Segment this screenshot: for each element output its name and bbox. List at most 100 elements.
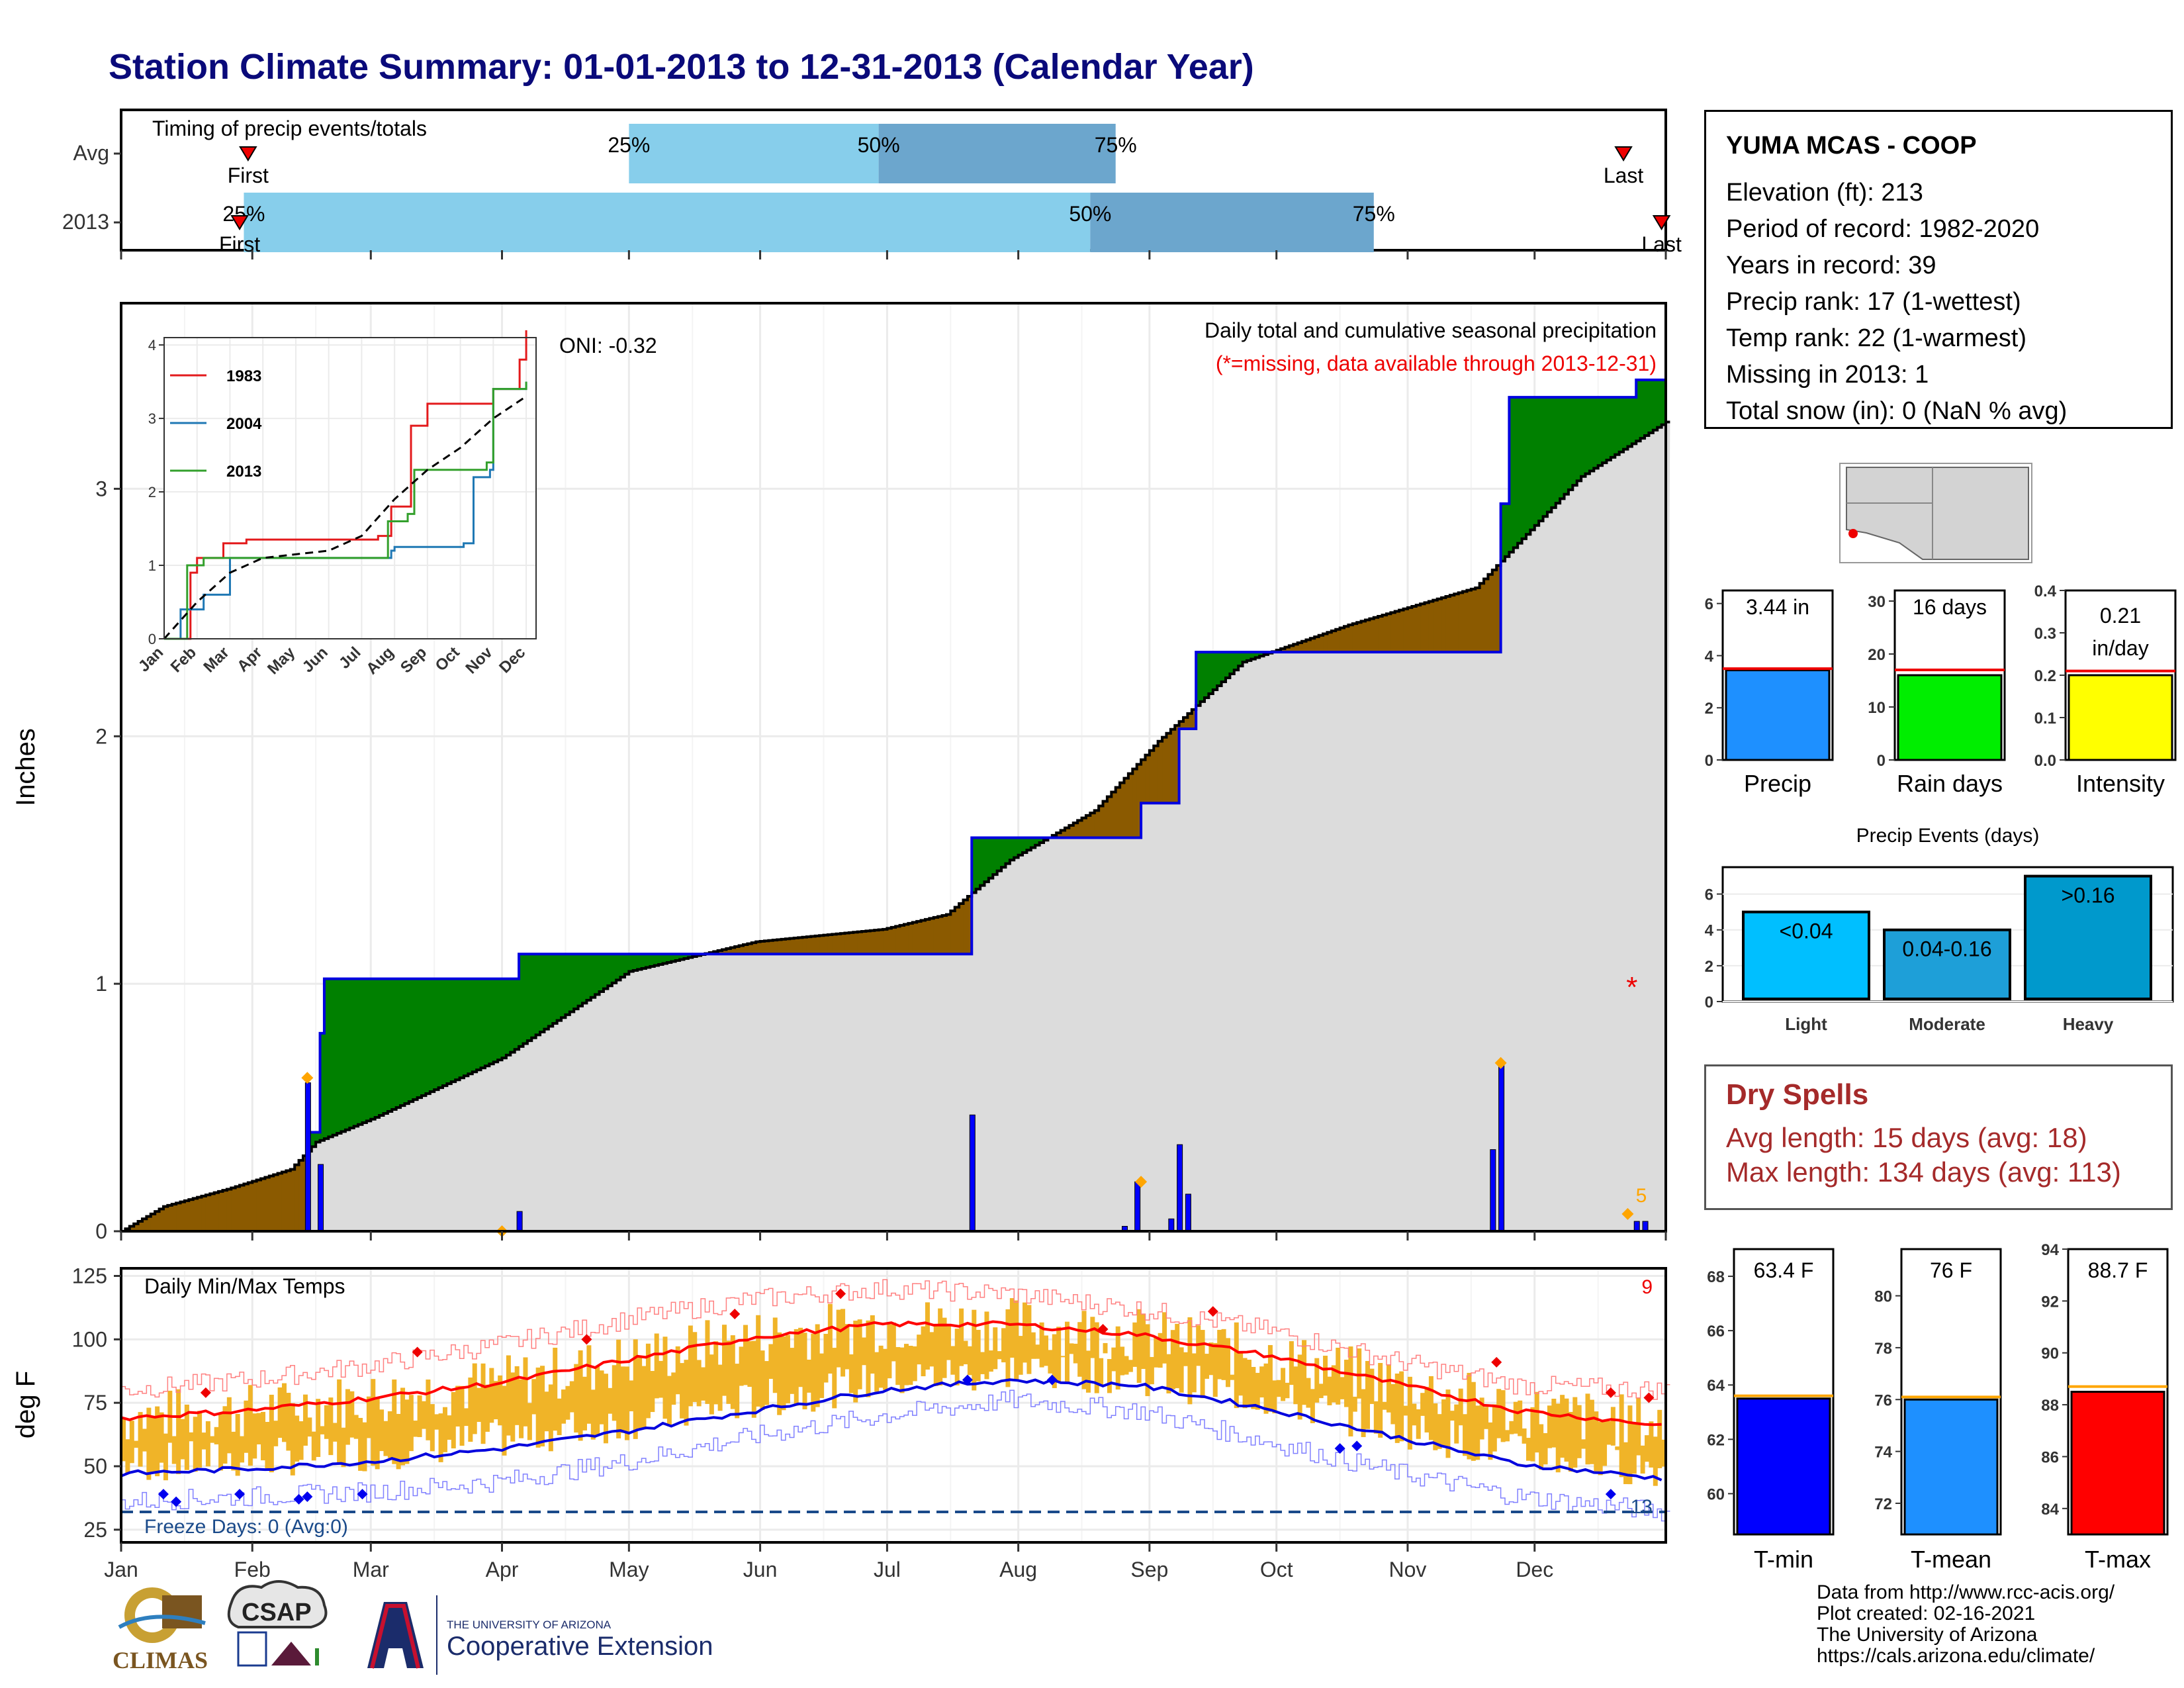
inset-y-tick-label: 1 — [148, 557, 156, 574]
precip-anomaly-fill — [980, 837, 985, 886]
precip-anomaly-fill — [586, 954, 592, 1001]
daily-temp-bar — [1369, 1368, 1375, 1404]
precip-anomaly-fill — [459, 978, 465, 1078]
precip-anomaly-fill — [375, 978, 380, 1118]
precip-anomaly-fill — [1661, 379, 1666, 425]
precip-anomaly-fill — [176, 1203, 181, 1231]
precip-anomaly-fill — [1124, 778, 1129, 838]
temp-summary-value: 76 F — [1930, 1258, 1972, 1282]
daily-temp-bar — [273, 1421, 279, 1446]
precip-anomaly-fill — [1162, 737, 1167, 804]
precip-anomaly-fill — [1073, 823, 1078, 838]
precip-anomaly-fill — [841, 933, 846, 955]
daily-temp-bar — [295, 1415, 300, 1462]
ua-text-line1: THE UNIVERSITY OF ARIZONA — [447, 1618, 612, 1631]
daily-temp-bar — [531, 1379, 537, 1415]
precip-anomaly-fill — [1212, 652, 1218, 690]
daily-temp-bar — [1234, 1322, 1239, 1409]
precip-anomaly-fill — [954, 907, 960, 955]
timing-panel: Timing of precip events/totals Avg 25% 50% 7… — [62, 109, 1682, 259]
daily-temp-bar — [739, 1346, 744, 1386]
daily-temp-bar — [988, 1350, 993, 1372]
daily-temp-bar — [1361, 1389, 1366, 1437]
precip-anomaly-fill — [1187, 713, 1193, 729]
daily-temp-bar — [1627, 1405, 1633, 1485]
precip-anomaly-fill — [1399, 610, 1404, 653]
precip-anomaly-fill — [1594, 397, 1599, 469]
daily-temp-bar — [1281, 1368, 1286, 1401]
station-name: YUMA MCAS - COOP — [1726, 132, 1977, 160]
dry-spells-avg: Avg length: 15 days (avg: 18) — [1726, 1122, 2087, 1153]
daily-temp-bar — [827, 1303, 833, 1374]
daily-temp-bar — [1378, 1362, 1383, 1438]
precip-anomaly-fill — [963, 900, 968, 955]
daily-temp-bar — [1610, 1407, 1615, 1446]
precip-anomaly-fill — [371, 978, 376, 1119]
daily-temp-bar — [1158, 1333, 1163, 1368]
daily-temp-bar — [1230, 1374, 1235, 1380]
daily-temp-bar — [1500, 1390, 1506, 1442]
daily-temp-bar — [1115, 1326, 1120, 1390]
daily-temp-bar — [171, 1436, 177, 1464]
daily-temp-bar — [760, 1350, 765, 1411]
inset-y-tick-label: 0 — [148, 631, 156, 647]
summary-bar — [2068, 674, 2173, 761]
station-line: Period of record: 1982-2020 — [1726, 215, 2040, 243]
precip-anomaly-fill — [1154, 745, 1159, 804]
precip-anomaly-fill — [1111, 792, 1116, 838]
daily-temp-bar — [756, 1315, 761, 1407]
record-high-marker — [1643, 1392, 1655, 1403]
summary-y-tick-label: 0.2 — [2034, 667, 2056, 685]
daily-temp-bar — [176, 1389, 181, 1474]
month-label: Dec — [1516, 1558, 1553, 1581]
precip-anomaly-fill — [903, 924, 909, 955]
csap-text: CSAP — [242, 1599, 312, 1626]
daily-temp-bar — [1445, 1389, 1451, 1458]
daily-temp-bar — [1525, 1438, 1531, 1461]
daily-temp-bar — [1035, 1344, 1040, 1359]
precip-anomaly-fill — [972, 837, 977, 893]
precip-anomaly-fill — [942, 915, 947, 955]
daily-temp-bar — [337, 1379, 342, 1463]
temp-summary-bar — [1736, 1397, 1831, 1536]
daily-temp-bar — [341, 1427, 346, 1468]
daily-temp-bar — [1314, 1358, 1320, 1403]
precip-y-tick-label: 1 — [95, 972, 107, 996]
freeze-days-label: Freeze Days: 0 (Avg:0) — [144, 1516, 348, 1538]
daily-temp-bar — [256, 1413, 261, 1444]
daily-temp-bar — [798, 1327, 803, 1387]
daily-temp-bar — [523, 1357, 528, 1427]
precip-anomaly-fill — [1352, 624, 1357, 653]
daily-temp-bar — [1598, 1421, 1603, 1476]
precip-anomaly-fill — [553, 954, 558, 1023]
precip-anomaly-fill — [866, 931, 871, 955]
daily-temp-bar — [1191, 1353, 1197, 1393]
precip-anomaly-fill — [887, 928, 892, 955]
precip-anomaly-fill — [155, 1211, 160, 1231]
logos: CLIMAS CSAP THE UNIVERSITY OF ARIZONA Co… — [113, 1580, 713, 1675]
daily-temp-bar — [1471, 1382, 1476, 1461]
precip-anomaly-fill — [240, 1185, 245, 1231]
daily-temp-bar — [1001, 1328, 1007, 1363]
precip-anomaly-fill — [201, 1196, 206, 1231]
daily-temp-bar — [1069, 1343, 1074, 1354]
events-y-tick-label: 0 — [1705, 994, 1713, 1011]
precip-anomaly-fill — [1458, 592, 1463, 653]
daily-temp-bar — [844, 1324, 850, 1370]
precip-anomaly-fill — [498, 978, 503, 1060]
precip-anomaly-fill — [345, 978, 351, 1130]
temp-summary-value: 63.4 F — [1754, 1258, 1814, 1282]
precip-anomaly-fill — [472, 978, 477, 1072]
record-max-line — [121, 1279, 1670, 1400]
precip-anomaly-fill — [442, 978, 448, 1086]
daily-temp-bar — [472, 1363, 477, 1434]
daily-temp-bar — [1323, 1356, 1328, 1396]
precip-anomaly-fill — [1056, 833, 1062, 838]
daily-temp-bar — [908, 1345, 913, 1385]
precip-anomaly-fill — [129, 1226, 134, 1231]
precip-anomaly-fill — [1259, 652, 1265, 657]
daily-temp-bar — [1467, 1372, 1472, 1460]
precip-anomaly-fill — [298, 1160, 304, 1231]
precip-anomaly-fill — [1115, 787, 1120, 838]
precip-subtitle: Daily total and cumulative seasonal prec… — [1205, 318, 1657, 342]
